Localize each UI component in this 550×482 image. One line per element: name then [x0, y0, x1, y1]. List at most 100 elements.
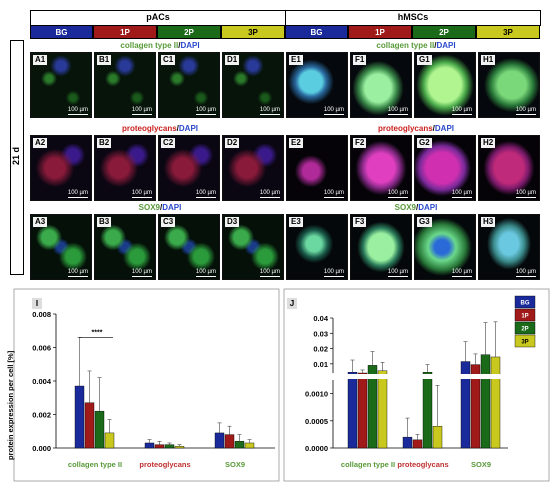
micrograph-e2: E2 100 µm [286, 135, 348, 201]
bar-3p [490, 356, 501, 449]
scale-bar: 100 µm [515, 190, 536, 198]
stain-title-row1-right: collagen type II/DAPI [376, 41, 456, 50]
y-tick-label: 0.0005 [305, 417, 328, 426]
micrograph-b3: B3 100 µm [94, 214, 156, 280]
bar-1p [357, 372, 368, 449]
group-header-hmscs: hMSCs [285, 10, 541, 26]
tab-1p-left: 1P [93, 25, 157, 39]
bar-1p [84, 402, 95, 449]
micrograph-c1: C1 100 µm [158, 52, 220, 118]
panel-label: H1 [481, 55, 496, 65]
y-tick-label: 0.0010 [305, 390, 328, 399]
y-tick-label: 0.02 [313, 345, 328, 354]
y-tick-label: 0.01 [313, 360, 328, 369]
y-tick-label: 0.002 [32, 411, 51, 420]
bar-2p [422, 372, 433, 449]
scale-bar: 100 µm [259, 269, 280, 277]
scale-bar: 100 µm [451, 190, 472, 198]
tab-3p-left: 3P [221, 25, 285, 39]
scale-bar: 100 µm [195, 190, 216, 198]
legend-swatch-2p [514, 321, 536, 335]
bar-1p [470, 364, 481, 449]
chart-j-plot: 0.01 0.02 0.03 0.04 0.0000 0.0005 0.0010 collag… [305, 295, 536, 469]
micrograph-c3: C3 100 µm [158, 214, 220, 280]
micrograph-b1: B1 100 µm [94, 52, 156, 118]
micrograph-a1: A1 100 µm [30, 52, 92, 118]
tab-2p-right: 2P [412, 25, 476, 39]
group-label: hMSCs [397, 12, 429, 22]
micrograph-b2: B2 100 µm [94, 135, 156, 201]
micrograph-d3: D3 100 µm [222, 214, 284, 280]
scale-bar: 100 µm [387, 269, 408, 277]
panel-label-i: I [32, 298, 42, 309]
legend-swatch-3p [514, 334, 536, 348]
micrograph-f1: F1 100 µm [350, 52, 412, 118]
scale-bar: 100 µm [131, 190, 152, 198]
micrograph-e3: E3 100 µm [286, 214, 348, 280]
micrograph-d2: D2 100 µm [222, 135, 284, 201]
y-tick-label: 0.03 [313, 329, 328, 338]
panel-label: D2 [225, 138, 240, 148]
tab-bg-right: BG [285, 25, 348, 39]
group-label: pACs [146, 12, 170, 22]
scale-bar: 100 µm [451, 269, 472, 277]
legend-label: 3P [521, 340, 528, 346]
chart-j-frame [283, 288, 550, 482]
legend-swatch-bg [514, 295, 536, 309]
bar-1p [412, 439, 423, 449]
panel-label: G1 [417, 55, 432, 65]
panel-label: A3 [33, 217, 48, 227]
scale-bar: 100 µm [515, 269, 536, 277]
scale-bar: 100 µm [67, 269, 88, 277]
bar-bg [214, 432, 225, 449]
bar-3p [432, 426, 443, 449]
tab-1p-right: 1P [348, 25, 412, 39]
micrograph-g3: G3 100 µm [414, 214, 476, 280]
y-axis-label: protein expression per cell [%] [6, 350, 15, 460]
x-category-label: proteoglycans [397, 460, 448, 469]
micrograph-a3: A3 100 µm [30, 214, 92, 280]
bar-2p [480, 354, 491, 449]
bar-bg [144, 442, 155, 449]
panel-label: A2 [33, 138, 48, 148]
bar-bg [74, 385, 85, 449]
panel-label-j: J [287, 298, 297, 309]
panel-label: E2 [289, 138, 303, 148]
stain-title-row3-right: SOX9/DAPI [394, 203, 438, 212]
scale-bar: 100 µm [131, 269, 152, 277]
y-tick-label: 0.004 [32, 377, 52, 386]
micrograph-f2: F2 100 µm [350, 135, 412, 201]
micrograph-g1: G1 100 µm [414, 52, 476, 118]
time-label-box: 21 d [10, 40, 24, 275]
x-category-label: SOX9 [225, 460, 245, 469]
micrograph-a2: A2 100 µm [30, 135, 92, 201]
panel-label: F1 [353, 55, 367, 65]
bar-3p [377, 370, 388, 449]
legend-label: BG [521, 301, 530, 307]
micrograph-h2: H2 100 µm [478, 135, 540, 201]
micrograph-h3: H3 100 µm [478, 214, 540, 280]
tab-3p-right: 3P [476, 25, 540, 39]
micrograph-e1: E1 100 µm [286, 52, 348, 118]
axis-break [327, 374, 510, 379]
x-category-label: collagen type II [341, 460, 395, 469]
panel-label: E3 [289, 217, 303, 227]
stain-title-row2-right: proteoglycans/DAPI [377, 124, 455, 133]
chart-i: protein expression per cell [%] 0.0000.0… [6, 288, 280, 482]
chart-i-frame [13, 288, 280, 482]
panel-label: C3 [161, 217, 176, 227]
tab-bg-left: BG [30, 25, 93, 39]
scale-bar: 100 µm [323, 269, 344, 277]
scale-bar: 100 µm [259, 190, 280, 198]
panel-label: F2 [353, 138, 367, 148]
bar-2p [234, 441, 245, 449]
legend-label: 2P [521, 327, 528, 333]
scale-bar: 100 µm [387, 107, 408, 115]
scale-bar: 100 µm [387, 190, 408, 198]
stain-title-row3-left: SOX9/DAPI [138, 203, 182, 212]
bar-3p [244, 442, 255, 449]
panel-label: B2 [97, 138, 112, 148]
panel-label: C2 [161, 138, 176, 148]
panel-label: E1 [289, 55, 303, 65]
micrograph-g2: G2 100 µm [414, 135, 476, 201]
